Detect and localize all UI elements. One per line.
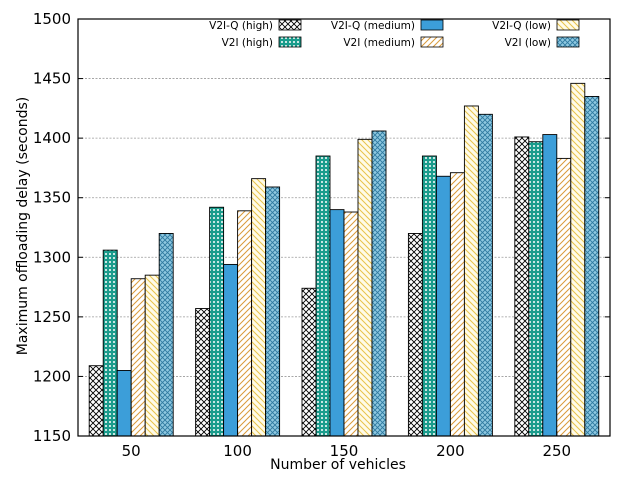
bar-v2i-medium-150 [343,211,359,437]
bar-v2i-q-low-200 [463,105,479,437]
legend-label: V2I-Q (low) [492,20,551,32]
y-tick-label: 1200 [33,367,71,385]
bar-v2i-q-high-200 [407,233,423,437]
legend-swatch [278,36,302,48]
x-tick-label: 50 [122,442,141,460]
legend-label: V2I (low) [505,37,551,49]
bar-v2i-low-50 [158,233,174,437]
y-tick-label: 1350 [33,189,71,207]
bar-v2i-high-100 [209,206,225,437]
legend-label: V2I (high) [222,37,273,49]
bar-v2i-low-150 [371,130,387,437]
bar-v2i-low-200 [477,113,493,437]
x-axis: 50 100 150 200 250 [122,431,571,460]
legend-label: V2I-Q (medium) [331,20,415,32]
bar-v2i-q-high-250 [514,136,530,437]
bar-v2i-high-250 [528,141,544,437]
x-tick-label: 200 [436,442,465,460]
bar-v2i-q-high-150 [301,287,317,437]
bar-v2i-low-100 [265,186,281,437]
legend-swatch [556,19,580,31]
legend: V2I-Q (high) V2I (high) V2I-Q (medium) V2I … [84,19,606,53]
legend-label: V2I (medium) [343,37,415,49]
bar-v2i-q-high-100 [195,308,211,437]
bar-v2i-q-high-50 [88,365,104,437]
legend-background [84,22,606,53]
bar-v2i-medium-50 [130,278,146,437]
bar-v2i-q-medium-200 [435,175,451,437]
x-tick-label: 250 [542,442,571,460]
y-axis: 1150 1200 1250 1300 1350 1400 1450 1500 [33,10,610,445]
y-tick-label: 1150 [33,427,71,445]
x-axis-title: Number of vehicles [270,457,406,473]
bar-v2i-high-200 [421,155,437,437]
x-tick-label: 100 [223,442,252,460]
legend-swatch [278,19,302,31]
y-tick-label: 1300 [33,248,71,266]
bar-v2i-q-medium-150 [329,209,345,437]
bar-v2i-medium-250 [556,157,572,437]
y-axis-title: Maximum offloading delay (seconds) [15,97,31,356]
bar-v2i-q-medium-100 [223,263,239,437]
bar-v2i-high-50 [102,249,118,437]
bar-v2i-low-250 [584,95,600,437]
bar-v2i-high-150 [315,155,331,437]
bar-v2i-q-medium-250 [542,134,558,437]
x-tick-label: 150 [330,442,359,460]
legend-swatch [420,19,444,31]
bar-v2i-medium-200 [449,172,465,437]
y-tick-label: 1500 [33,10,71,28]
bar-v2i-q-low-150 [357,138,373,437]
bar-v2i-q-low-50 [144,274,160,437]
bar-v2i-q-medium-50 [116,370,132,437]
y-tick-label: 1450 [33,70,71,88]
y-tick-label: 1250 [33,308,71,326]
y-tick-label: 1400 [33,129,71,147]
bar-v2i-medium-100 [237,210,253,437]
legend-swatch [420,36,444,48]
bar-v2i-q-low-250 [570,82,586,437]
bars [88,82,600,437]
bar-v2i-q-low-100 [251,178,267,437]
legend-swatch [556,36,580,48]
legend-label: V2I-Q (high) [209,20,273,32]
